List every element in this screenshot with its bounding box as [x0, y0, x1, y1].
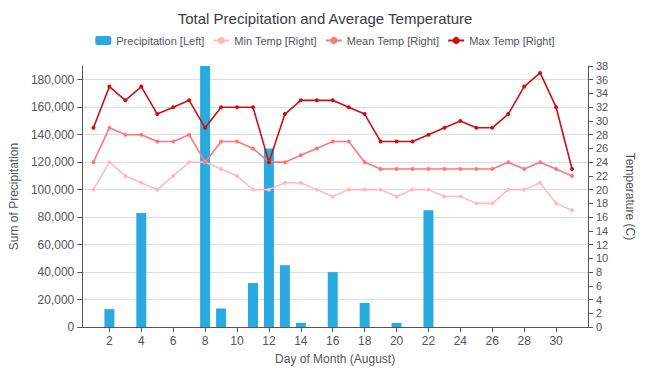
svg-text:20: 20: [390, 334, 404, 348]
svg-text:Precipitation [Left]: Precipitation [Left]: [116, 35, 204, 47]
svg-text:140,000: 140,000: [31, 128, 75, 142]
svg-text:80,000: 80,000: [38, 210, 75, 224]
svg-text:0: 0: [68, 320, 75, 334]
svg-text:Total Precipitation and Averag: Total Precipitation and Average Temperat…: [178, 10, 473, 27]
svg-text:22: 22: [422, 334, 436, 348]
svg-text:8: 8: [596, 266, 602, 278]
svg-text:40,000: 40,000: [38, 265, 75, 279]
svg-text:18: 18: [358, 334, 372, 348]
svg-text:20,000: 20,000: [38, 293, 75, 307]
svg-text:18: 18: [596, 197, 608, 209]
svg-text:14: 14: [596, 225, 608, 237]
svg-text:10: 10: [596, 252, 608, 264]
svg-text:180,000: 180,000: [31, 73, 75, 87]
svg-text:2: 2: [106, 334, 113, 348]
svg-text:4: 4: [138, 334, 145, 348]
svg-text:4: 4: [596, 294, 602, 306]
svg-text:Day of Month (August): Day of Month (August): [275, 352, 395, 366]
svg-text:22: 22: [596, 170, 608, 182]
svg-text:Min Temp [Right]: Min Temp [Right]: [234, 35, 316, 47]
svg-text:160,000: 160,000: [31, 100, 75, 114]
svg-text:2: 2: [596, 307, 602, 319]
svg-text:60,000: 60,000: [38, 238, 75, 252]
svg-text:10: 10: [230, 334, 244, 348]
svg-text:20: 20: [596, 184, 608, 196]
svg-text:120,000: 120,000: [31, 155, 75, 169]
svg-text:Mean Temp [Right]: Mean Temp [Right]: [347, 35, 439, 47]
svg-text:Max Temp [Right]: Max Temp [Right]: [469, 35, 554, 47]
svg-text:28: 28: [596, 129, 608, 141]
svg-text:12: 12: [262, 334, 276, 348]
svg-text:30: 30: [596, 115, 608, 127]
svg-text:8: 8: [202, 334, 209, 348]
svg-text:24: 24: [454, 334, 468, 348]
svg-text:Sum of Precipitation: Sum of Precipitation: [7, 143, 21, 250]
svg-text:12: 12: [596, 239, 608, 251]
svg-text:14: 14: [294, 334, 308, 348]
svg-text:28: 28: [518, 334, 532, 348]
svg-text:100,000: 100,000: [31, 183, 75, 197]
svg-text:26: 26: [486, 334, 500, 348]
svg-text:Temperature (C): Temperature (C): [623, 153, 637, 240]
svg-text:32: 32: [596, 101, 608, 113]
svg-text:6: 6: [596, 280, 602, 292]
svg-text:16: 16: [326, 334, 340, 348]
svg-text:16: 16: [596, 211, 608, 223]
svg-text:24: 24: [596, 156, 608, 168]
svg-text:34: 34: [596, 87, 608, 99]
svg-text:6: 6: [170, 334, 177, 348]
svg-text:30: 30: [549, 334, 563, 348]
svg-text:38: 38: [596, 60, 608, 72]
svg-text:0: 0: [596, 321, 602, 333]
svg-text:26: 26: [596, 142, 608, 154]
svg-text:36: 36: [596, 74, 608, 86]
